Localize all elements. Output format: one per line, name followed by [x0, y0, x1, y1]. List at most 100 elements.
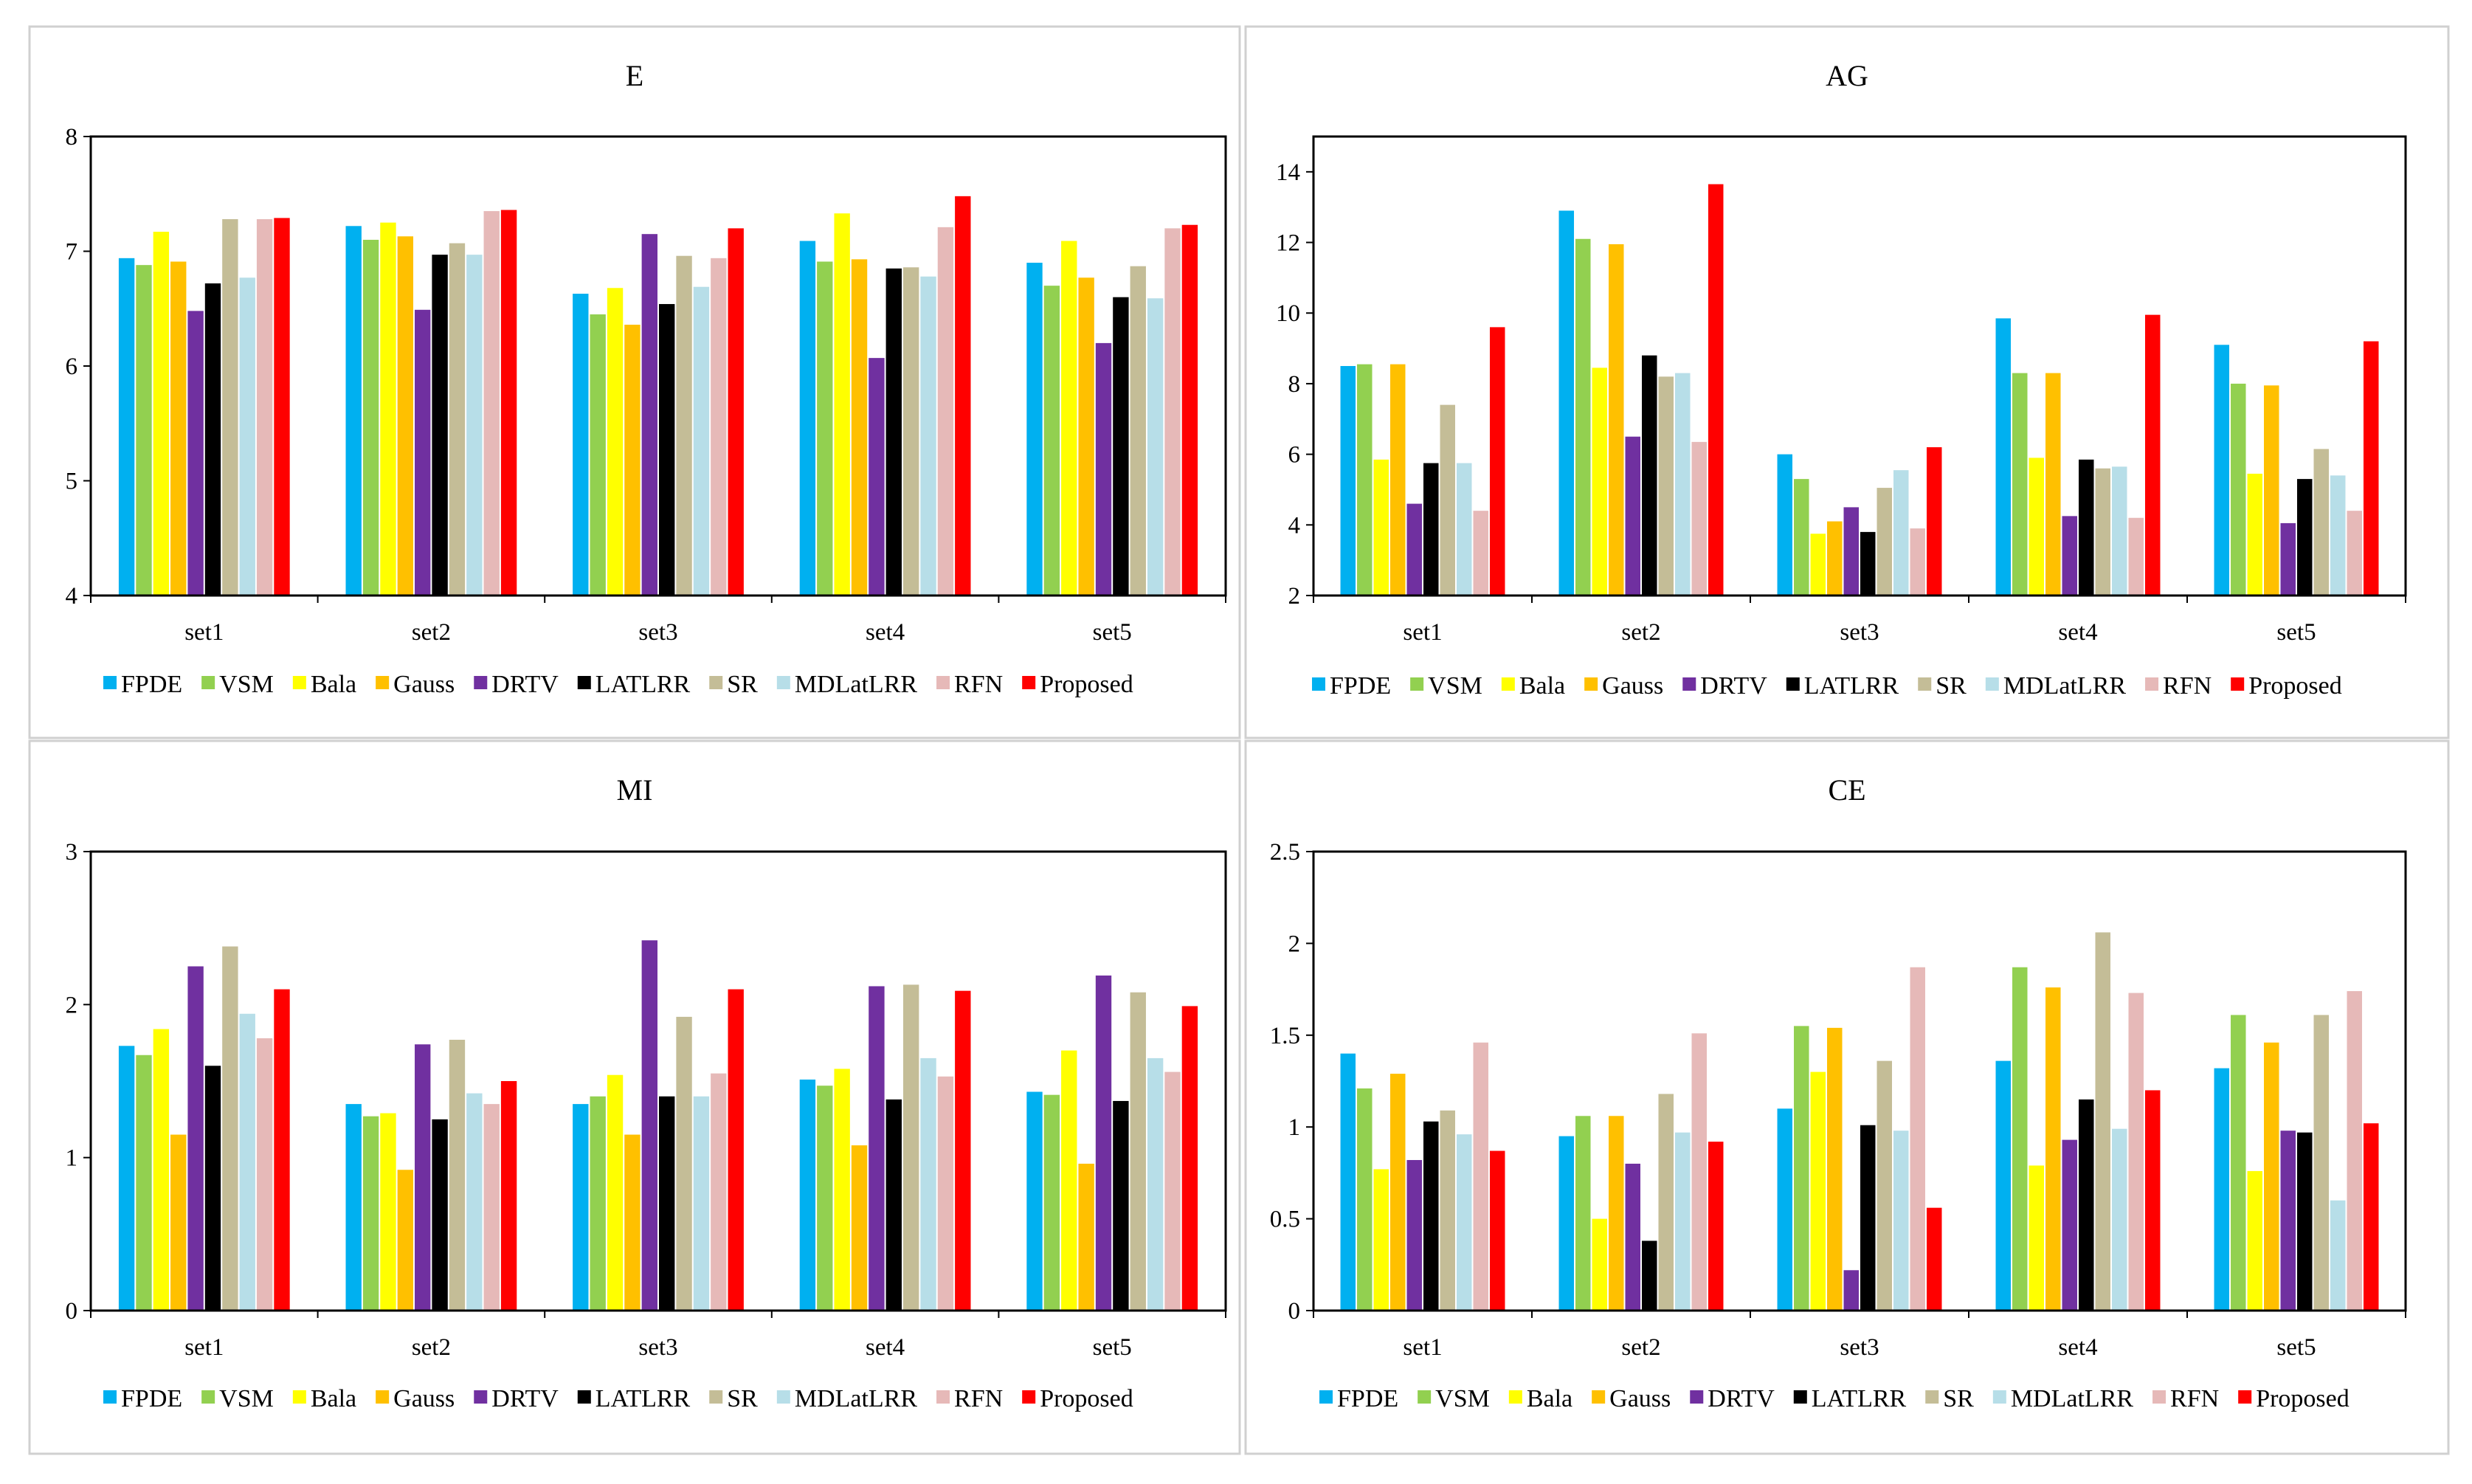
- legend-label-bala: Bala: [1519, 672, 1565, 700]
- bar-gauss-set5: [1078, 1163, 1094, 1311]
- bar-proposed-set3: [1926, 447, 1942, 596]
- bar-vsm-set2: [1575, 1116, 1591, 1311]
- bar-fpde-set4: [1995, 1060, 2012, 1311]
- bar-rfn-set5: [2347, 511, 2362, 596]
- bar-rfn-set5: [2347, 991, 2362, 1311]
- bar-vsm-set4: [817, 1086, 833, 1311]
- x-category-label: set4: [2058, 619, 2097, 646]
- bar-fpde-set1: [118, 1046, 135, 1311]
- bar-vsm-set5: [2231, 1015, 2246, 1311]
- legend-swatch-mdlatlrr: [1992, 1390, 2006, 1404]
- bar-rfn-set4: [937, 1076, 954, 1311]
- y-tick-label: 0.5: [1270, 1207, 1300, 1233]
- bar-vsm-set3: [1794, 1026, 1809, 1311]
- legend-label-latlrr: LATLRR: [1804, 672, 1899, 700]
- bar-latlrr-set1: [1423, 1121, 1439, 1311]
- bar-gauss-set4: [851, 1145, 868, 1311]
- bar-proposed-set4: [955, 196, 971, 596]
- bar-gauss-set5: [2264, 1042, 2279, 1311]
- legend-label-drtv: DRTV: [491, 1385, 559, 1412]
- bar-rfn-set5: [1164, 1071, 1181, 1311]
- bar-fpde-set2: [1558, 1136, 1575, 1311]
- bar-proposed-set3: [1926, 1207, 1942, 1311]
- legend-label-sr: SR: [727, 671, 758, 698]
- x-category-label: set1: [184, 1334, 224, 1361]
- chart-title: CE: [1828, 773, 1865, 807]
- bar-bala-set2: [380, 222, 396, 596]
- bar-fpde-set3: [1777, 1108, 1793, 1311]
- bar-proposed-set1: [1489, 1150, 1505, 1311]
- bar-bala-set2: [380, 1113, 396, 1311]
- bar-gauss-set1: [170, 1134, 187, 1311]
- legend-swatch-gauss: [1592, 1390, 1606, 1404]
- legend-swatch-vsm: [201, 676, 215, 689]
- x-category-label: set4: [2058, 1334, 2097, 1361]
- bar-latlrr-set4: [2079, 1099, 2094, 1311]
- bar-drtv-set4: [2062, 516, 2077, 596]
- bar-latlrr-set2: [1642, 355, 1657, 596]
- bar-vsm-set3: [590, 1096, 606, 1311]
- bar-fpde-set1: [118, 258, 135, 596]
- bar-proposed-set2: [1708, 184, 1724, 596]
- bar-latlrr-set5: [2297, 479, 2313, 596]
- x-category-label: set5: [2276, 1334, 2316, 1361]
- legend-label-sr: SR: [1943, 1385, 1974, 1412]
- legend-swatch-vsm: [1418, 1390, 1432, 1404]
- bar-latlrr-set5: [1113, 297, 1129, 596]
- bar-bala-set1: [1373, 459, 1389, 596]
- x-category-label: set3: [1840, 619, 1879, 646]
- legend-label-latlrr: LATLRR: [595, 671, 691, 698]
- bar-rfn-set1: [256, 218, 273, 596]
- legend-swatch-sr: [1918, 677, 1932, 691]
- bar-latlrr-set4: [885, 1099, 902, 1311]
- bar-rfn-set3: [711, 258, 727, 596]
- bar-drtv-set1: [187, 311, 204, 596]
- legend-label-gauss: Gauss: [1602, 672, 1663, 700]
- legend-label-bala: Bala: [311, 671, 356, 698]
- x-category-label: set5: [2276, 619, 2316, 646]
- bar-sr-set4: [2095, 468, 2110, 596]
- bar-rfn-set5: [1164, 228, 1181, 596]
- legend-swatch-fpde: [103, 1390, 117, 1404]
- bar-proposed-set2: [500, 210, 517, 596]
- bar-vsm-set1: [136, 1055, 152, 1311]
- bar-gauss-set5: [1078, 277, 1094, 596]
- bar-drtv-set3: [641, 234, 657, 596]
- plot-frame: [89, 135, 1227, 597]
- bar-mdlatlrr-set2: [1674, 373, 1691, 596]
- bar-latlrr-set5: [2297, 1132, 2313, 1311]
- legend-swatch-drtv: [474, 676, 488, 689]
- legend-swatch-fpde: [103, 676, 117, 689]
- bar-sr-set1: [1440, 404, 1455, 596]
- legend-swatch-rfn: [936, 1390, 950, 1404]
- legend-label-latlrr: LATLRR: [595, 1385, 691, 1412]
- bar-bala-set2: [1592, 1218, 1608, 1311]
- x-category-label: set2: [1621, 619, 1660, 646]
- y-tick-label: 14: [1276, 159, 1300, 186]
- legend-label-proposed: Proposed: [1040, 671, 1133, 698]
- bar-latlrr-set2: [1642, 1240, 1657, 1311]
- bar-rfn-set2: [1691, 1033, 1707, 1311]
- bar-bala-set1: [1373, 1169, 1389, 1311]
- bar-proposed-set1: [274, 989, 290, 1311]
- bar-fpde-set2: [345, 1104, 362, 1311]
- legend-swatch-fpde: [1319, 1390, 1333, 1404]
- legend-swatch-bala: [292, 1390, 306, 1404]
- bar-rfn-set4: [937, 227, 954, 596]
- y-tick-label: 2: [66, 992, 78, 1018]
- bar-vsm-set3: [590, 314, 606, 596]
- legend-label-vsm: VSM: [219, 1385, 274, 1412]
- bar-vsm-set4: [817, 261, 833, 596]
- legend-label-sr: SR: [1936, 672, 1967, 700]
- panel-border: [1244, 25, 2450, 739]
- bar-mdlatlrr-set3: [693, 1096, 710, 1311]
- bar-vsm-set3: [1794, 479, 1809, 596]
- bar-latlrr-set1: [1423, 463, 1439, 596]
- legend: FPDE VSM Bala Gauss DRTV LATLRR SR MDLatLRR RFN P…: [103, 671, 1133, 698]
- bar-vsm-set1: [1357, 364, 1373, 596]
- bar-proposed-set1: [274, 218, 290, 596]
- bar-latlrr-set3: [1860, 531, 1876, 596]
- bar-bala-set3: [1810, 534, 1826, 596]
- legend-label-sr: SR: [727, 1385, 758, 1412]
- legend-label-fpde: FPDE: [121, 671, 182, 698]
